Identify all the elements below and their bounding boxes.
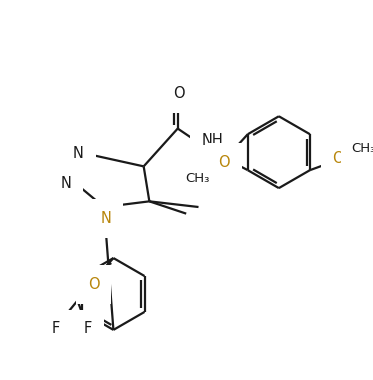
Text: N: N: [61, 176, 72, 191]
Text: F: F: [84, 321, 92, 336]
Text: O: O: [332, 151, 344, 166]
Text: N: N: [73, 146, 84, 161]
Text: F: F: [51, 321, 60, 336]
Text: O: O: [218, 155, 230, 170]
Text: CH₃: CH₃: [185, 172, 210, 185]
Text: N: N: [100, 211, 111, 226]
Text: O: O: [88, 277, 99, 292]
Text: NH: NH: [202, 133, 223, 148]
Text: O: O: [173, 86, 185, 101]
Text: CH₃: CH₃: [352, 142, 373, 155]
